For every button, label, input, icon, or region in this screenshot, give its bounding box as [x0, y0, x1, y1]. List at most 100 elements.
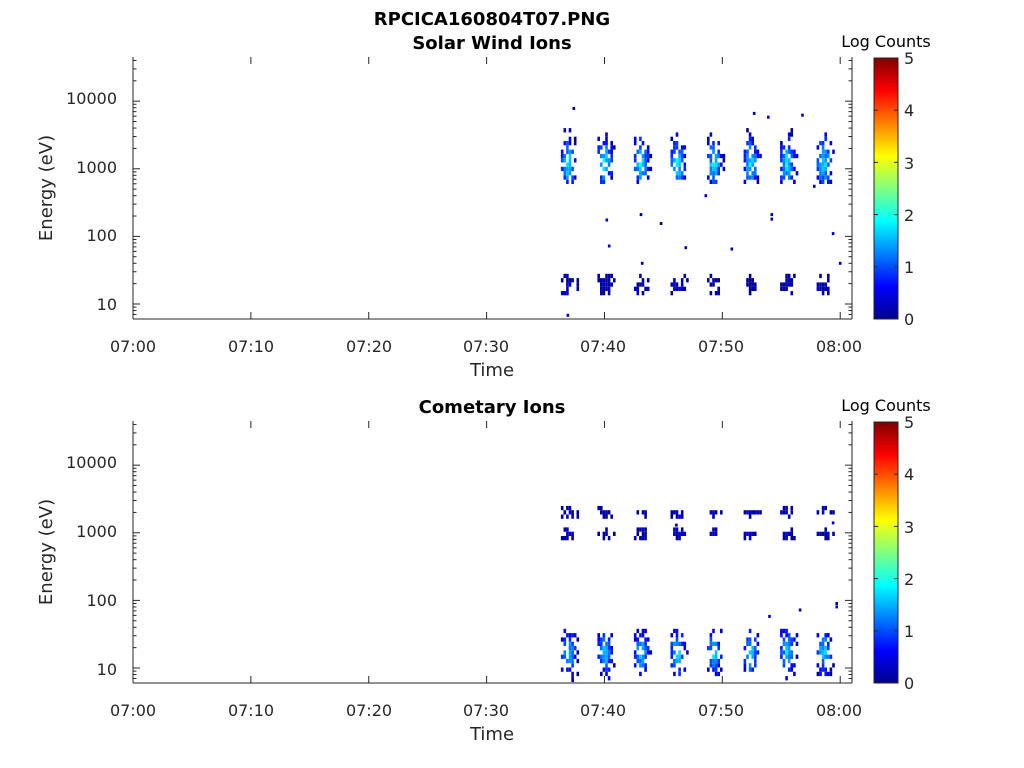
heatmap-cell — [607, 510, 611, 515]
heatmap-cell — [563, 141, 567, 146]
heatmap-cell — [644, 646, 647, 651]
heatmap-cell — [600, 510, 603, 515]
heatmap-cell — [607, 278, 611, 283]
heatmap-cell — [573, 646, 577, 651]
heatmap-cell — [568, 128, 572, 133]
heatmap-cell — [748, 158, 752, 163]
heatmap-cell — [782, 536, 786, 541]
heatmap-cell — [821, 286, 825, 291]
heatmap-point — [831, 521, 835, 525]
heatmap-cell — [605, 510, 608, 515]
heatmap-cell — [751, 278, 754, 283]
heatmap-cell — [782, 162, 786, 167]
heatmap-cell — [610, 282, 613, 287]
heatmap-cell — [748, 166, 752, 172]
heatmap-cell — [790, 667, 794, 672]
solar-wind-x-axis-label: Time — [469, 360, 514, 381]
cometary-ticks — [132, 421, 852, 684]
colorbar-tick-label: 2 — [904, 206, 914, 225]
heatmap-cell — [756, 633, 760, 638]
heatmap-cell — [610, 633, 613, 638]
heatmap-cell — [824, 637, 827, 642]
heatmap-cell — [646, 650, 650, 655]
heatmap-cell — [641, 646, 645, 651]
heatmap-cell — [751, 136, 754, 141]
heatmap-cell — [644, 527, 647, 532]
heatmap-point — [835, 605, 838, 609]
cometary-colorbar-tick-labels: 0 1 2 3 4 5 — [904, 413, 914, 693]
heatmap-cell — [829, 179, 833, 184]
heatmap-cell — [821, 641, 825, 646]
heatmap-cell — [782, 658, 786, 664]
heatmap-cell — [605, 671, 608, 677]
heatmap-cell — [793, 166, 796, 172]
heatmap-cell — [780, 141, 783, 146]
heatmap-cell — [709, 162, 713, 167]
heatmap-cell — [576, 282, 580, 287]
heatmap-cell — [722, 158, 726, 163]
heatmap-cell — [787, 531, 791, 536]
heatmap-cell — [641, 658, 645, 664]
heatmap-cell — [670, 654, 674, 659]
heatmap-cell — [678, 650, 681, 655]
heatmap-cell — [680, 158, 684, 163]
heatmap-cell — [709, 273, 713, 279]
heatmap-cell — [824, 646, 827, 651]
heatmap-cell — [644, 153, 647, 159]
heatmap-cell — [821, 153, 825, 159]
heatmap-cell — [600, 658, 603, 664]
heatmap-cell — [714, 171, 718, 176]
x-tick-label: 07:00 — [110, 701, 156, 720]
heatmap-cell — [785, 278, 788, 283]
heatmap-cell — [605, 149, 608, 154]
heatmap-cell — [714, 278, 718, 283]
heatmap-cell — [720, 510, 723, 515]
heatmap-cell — [675, 286, 679, 291]
heatmap-cell — [709, 145, 713, 150]
heatmap-cell — [576, 510, 580, 515]
heatmap-cell — [680, 527, 684, 532]
heatmap-cell — [824, 162, 827, 167]
heatmap-cell — [819, 671, 822, 677]
heatmap-cell — [819, 531, 822, 536]
heatmap-cell — [782, 650, 786, 655]
heatmap-cell — [675, 514, 679, 519]
heatmap-cell — [641, 641, 645, 646]
heatmap-cell — [644, 166, 647, 172]
heatmap-cell — [633, 286, 637, 291]
heatmap-cell — [782, 663, 786, 668]
heatmap-cell — [610, 141, 613, 146]
heatmap-cell — [673, 166, 676, 172]
heatmap-cell — [751, 650, 754, 655]
heatmap-cell — [746, 166, 749, 172]
heatmap-point — [566, 313, 570, 317]
heatmap-cell — [644, 158, 647, 163]
heatmap-cell — [722, 153, 726, 159]
heatmap-cell — [782, 145, 786, 150]
heatmap-cell — [633, 663, 637, 668]
heatmap-cell — [670, 663, 674, 668]
heatmap-cell — [644, 663, 647, 668]
heatmap-cell — [785, 654, 788, 659]
heatmap-cell — [712, 145, 715, 150]
heatmap-cell — [754, 663, 757, 668]
heatmap-cell — [605, 646, 608, 651]
heatmap-cell — [680, 145, 684, 150]
heatmap-cell — [683, 175, 687, 180]
heatmap-cell — [607, 654, 611, 659]
heatmap-cell — [571, 536, 574, 541]
heatmap-cell — [795, 171, 799, 176]
heatmap-cell — [743, 510, 747, 515]
heatmap-cell — [821, 145, 825, 150]
heatmap-cell — [717, 663, 720, 668]
heatmap-cell — [821, 658, 825, 664]
heatmap-cell — [568, 646, 572, 651]
heatmap-cell — [782, 153, 786, 159]
heatmap-cell — [821, 179, 825, 184]
heatmap-cell — [816, 671, 820, 677]
heatmap-cell — [787, 166, 791, 172]
heatmap-cell — [714, 641, 718, 646]
heatmap-cell — [607, 286, 611, 291]
heatmap-cell — [670, 158, 674, 163]
heatmap-cell — [714, 179, 718, 184]
